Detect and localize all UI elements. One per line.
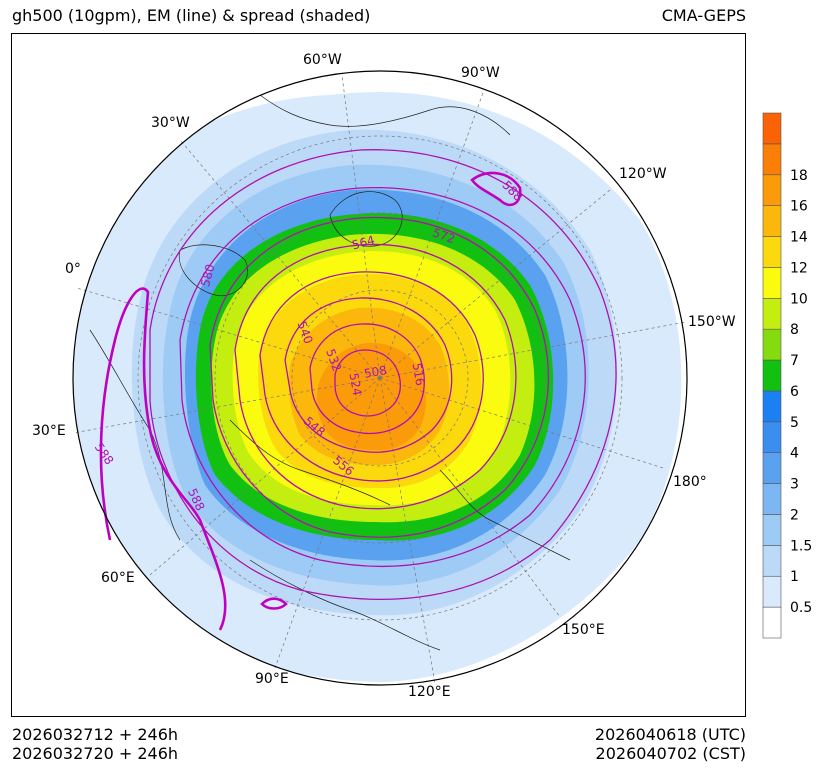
colorbar-tick-label: 1.5 [790, 538, 812, 554]
colorbar-swatch [762, 328, 782, 361]
colorbar-swatch [762, 514, 782, 546]
colorbar-tick-label: 18 [790, 168, 808, 184]
footer-right: 2026040618 (UTC) 2026040702 (CST) [595, 725, 746, 763]
footer-left: 2026032712 + 246h 2026032720 + 246h [12, 725, 178, 763]
colorbar-swatch [762, 421, 782, 454]
colorbar-tick-label: 14 [790, 230, 808, 246]
colorbar-tick-label: 16 [790, 199, 808, 215]
contour-label: 516 [410, 362, 428, 387]
contour-588 [99, 171, 522, 631]
spread-shading [73, 91, 682, 682]
contour-label: 508 [363, 363, 388, 381]
map-frame [11, 33, 746, 717]
colorbar-swatch [762, 390, 782, 423]
lon-label: 120°W [619, 166, 667, 182]
contour-label: 564 [351, 233, 377, 252]
colorbar-tick-label: 7 [790, 353, 799, 369]
colorbar-tick-label: 3 [790, 477, 799, 493]
lon-label: 30°W [151, 115, 190, 131]
init-time-cst: 2026032720 + 246h [12, 744, 179, 763]
colorbar-swatch [762, 606, 782, 639]
colorbar-swatch [762, 174, 782, 206]
spread-14 [316, 342, 426, 451]
contour-label: 524 [347, 372, 365, 397]
valid-time-cst: 2026040702 (CST) [595, 744, 746, 763]
colorbar-tick-label: 10 [790, 291, 808, 307]
colorbar-tick-label: 6 [790, 384, 799, 400]
colorbar-tick-label: 4 [790, 446, 799, 462]
colorbar-swatch [762, 359, 782, 392]
map-boundary [72, 70, 688, 686]
valid-time-utc: 2026040618 (UTC) [594, 725, 746, 744]
colorbar-tick-label: 0.5 [790, 600, 812, 616]
lon-label: 150°W [688, 314, 736, 330]
colorbar-swatch [762, 545, 782, 577]
lon-label: 180° [673, 474, 707, 490]
lon-label: 150°E [562, 622, 605, 638]
colorbar-tick-label: 8 [790, 322, 799, 338]
lon-label: 60°W [303, 52, 342, 68]
colorbar-swatch [762, 236, 782, 268]
colorbar-tick-label: 5 [790, 415, 799, 431]
lon-label: 0° [65, 261, 81, 277]
lon-label: 120°E [408, 684, 451, 700]
colorbar-tick-label: 1 [790, 569, 799, 585]
map-title: gh500 (10gpm), EM (line) & spread (shade… [12, 6, 371, 25]
colorbar-swatch [762, 483, 782, 515]
lon-label: 60°E [101, 570, 135, 586]
colorbar-swatch [762, 205, 782, 237]
colorbar-tick-label: 2 [790, 507, 799, 523]
gh500-contours [149, 149, 617, 601]
lon-label: 30°E [32, 423, 66, 439]
colorbar-swatch [762, 297, 782, 330]
longitude-labels: 60°W 90°W 30°W 120°W 0° 150°W 30°E 180° … [32, 52, 736, 700]
colorbar-swatch [762, 452, 782, 484]
colorbar-swatch [762, 267, 782, 299]
colorbar: 0.5 1 1.5 2 3 4 5 6 7 8 10 12 14 16 18 [762, 112, 812, 639]
colorbar-swatch [762, 575, 782, 608]
lon-label: 90°E [255, 671, 289, 687]
contour-label: 580 [198, 263, 217, 289]
colorbar-swatch [762, 143, 782, 176]
colorbar-tick-label: 12 [790, 260, 808, 276]
lon-label: 90°W [461, 65, 500, 81]
colorbar-swatch [762, 112, 782, 145]
model-name: CMA-GEPS [661, 6, 746, 25]
init-time-utc: 2026032712 + 246h [12, 725, 179, 744]
